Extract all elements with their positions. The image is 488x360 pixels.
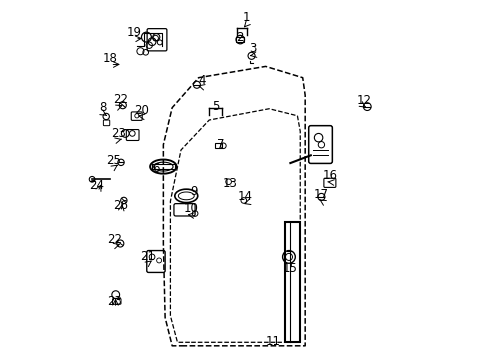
- Text: 16: 16: [322, 169, 337, 182]
- Text: 22: 22: [113, 93, 127, 106]
- Text: 23: 23: [111, 127, 125, 140]
- Text: 6: 6: [152, 162, 159, 175]
- Text: 25: 25: [106, 154, 121, 167]
- Text: 4: 4: [198, 74, 205, 87]
- Bar: [214, 143, 222, 148]
- Text: 7: 7: [216, 138, 224, 150]
- Text: 1: 1: [242, 11, 249, 24]
- Text: 3: 3: [249, 42, 256, 55]
- Bar: [285, 222, 299, 342]
- Bar: [236, 37, 244, 42]
- Text: 24: 24: [89, 179, 104, 192]
- Text: 26: 26: [113, 199, 127, 212]
- Text: 20: 20: [134, 104, 149, 117]
- Text: 13: 13: [223, 177, 237, 190]
- Text: 15: 15: [282, 262, 297, 275]
- Text: 8: 8: [100, 101, 107, 114]
- Text: 21: 21: [140, 251, 155, 264]
- Text: 2: 2: [236, 31, 243, 44]
- Text: 23: 23: [107, 295, 122, 308]
- Text: 5: 5: [212, 100, 220, 113]
- Text: 10: 10: [184, 202, 199, 215]
- Text: 22: 22: [107, 233, 122, 246]
- Text: 18: 18: [102, 52, 117, 65]
- Text: 12: 12: [356, 94, 371, 107]
- Text: 19: 19: [127, 26, 142, 39]
- Text: 11: 11: [264, 335, 280, 348]
- Text: 9: 9: [189, 185, 197, 198]
- Text: 17: 17: [313, 188, 328, 201]
- Text: 14: 14: [237, 190, 252, 203]
